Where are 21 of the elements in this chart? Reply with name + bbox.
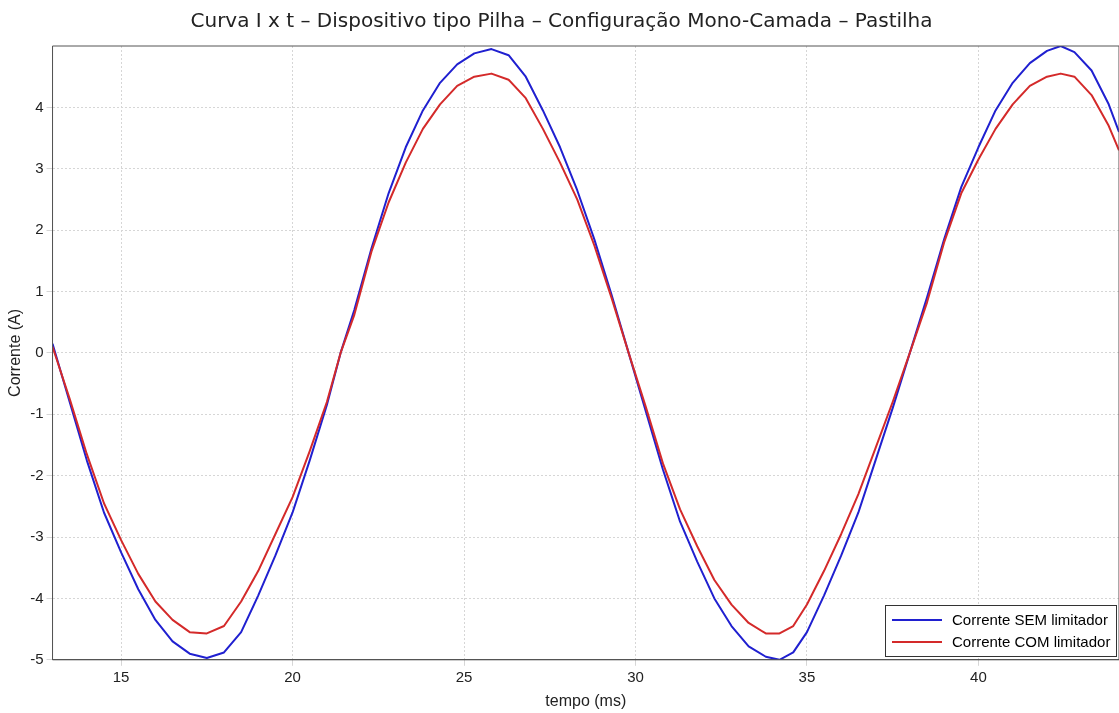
y-tick-label: 3 bbox=[35, 158, 44, 176]
x-tick-label: 25 bbox=[455, 667, 473, 685]
y-tick-label: 1 bbox=[35, 281, 44, 299]
y-tick-label: 2 bbox=[35, 220, 44, 238]
y-tick-label: 0 bbox=[35, 343, 44, 361]
y-tick-label: -4 bbox=[30, 588, 44, 606]
chart-title: Curva I x t – Dispositivo tipo Pilha – Configuração Mono-Camada – Pastilha bbox=[190, 8, 933, 33]
x-tick-label: 20 bbox=[284, 667, 301, 685]
legend-label: Corrente COM limitador bbox=[952, 633, 1111, 651]
y-tick-label: -2 bbox=[30, 465, 44, 483]
legend-label: Corrente SEM limitador bbox=[952, 611, 1108, 629]
y-tick-label: -1 bbox=[30, 404, 44, 422]
x-tick-label: 35 bbox=[798, 667, 816, 685]
x-tick-label: 30 bbox=[627, 667, 644, 685]
x-axis-title: tempo (ms) bbox=[545, 691, 627, 709]
y-tick-label: -3 bbox=[30, 527, 44, 545]
x-tick-label: 15 bbox=[112, 667, 130, 685]
x-tick-label: 40 bbox=[970, 667, 987, 685]
y-tick-label: -5 bbox=[30, 649, 44, 667]
y-tick-label: 4 bbox=[35, 97, 44, 115]
y-axis-title: Corrente (A) bbox=[6, 308, 24, 397]
